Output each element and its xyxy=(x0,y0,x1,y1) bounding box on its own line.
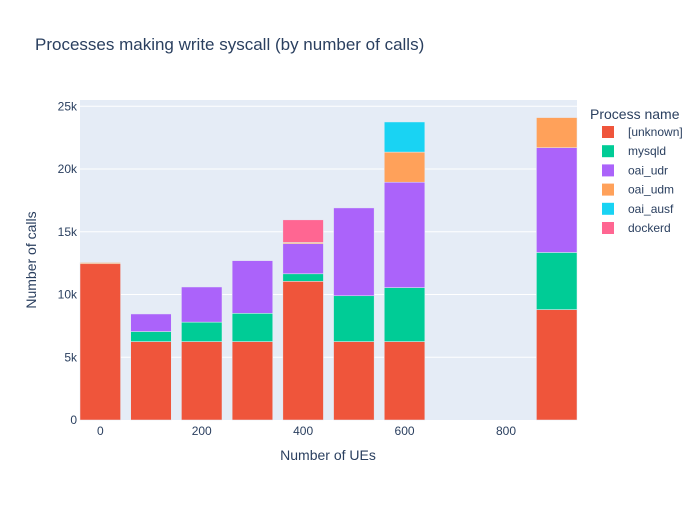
legend-label: dockerd xyxy=(628,221,671,235)
bar-oai-udm[interactable] xyxy=(384,151,426,183)
bar-oai-ausf[interactable] xyxy=(384,121,426,153)
legend-swatch xyxy=(602,164,614,177)
chart-title: Processes making write syscall (by numbe… xyxy=(35,35,424,54)
legend-items: [unknown] mysqld oai_udr oai_udm oai_ausfdoc… xyxy=(602,125,683,235)
legend-swatch xyxy=(602,126,614,138)
legend-item[interactable]: [unknown] xyxy=(602,125,683,139)
legend-item[interactable]: dockerd xyxy=(602,221,671,235)
legend-label: oai_ausf xyxy=(628,202,674,216)
bar-mysqld[interactable] xyxy=(536,252,578,310)
x-tick-label: 0 xyxy=(97,424,104,438)
y-tick-label: 10k xyxy=(58,288,78,302)
x-tick-label: 800 xyxy=(496,424,516,438)
bar-oai-udr[interactable] xyxy=(282,243,324,275)
y-tick-label: 20k xyxy=(58,162,78,176)
x-axis-ticks: 0 200 400 600 800 xyxy=(97,424,516,438)
bar-mysqld[interactable] xyxy=(384,287,426,342)
y-tick-label: 5k xyxy=(64,350,78,364)
legend: Process name [unknown] mysqld oai_udr oai_u… xyxy=(590,106,683,235)
bar-unknown[interactable] xyxy=(282,281,324,421)
legend-label: [unknown] xyxy=(628,125,683,139)
y-tick-label: 15k xyxy=(58,225,78,239)
bar-mysqld[interactable] xyxy=(282,273,324,282)
y-axis-label: Number of calls xyxy=(23,211,39,308)
bar-unknown[interactable] xyxy=(231,341,273,421)
legend-swatch xyxy=(602,202,614,215)
bars xyxy=(79,117,578,421)
y-tick-label: 0 xyxy=(70,413,77,427)
bar-unknown[interactable] xyxy=(79,263,121,421)
bar-unknown[interactable] xyxy=(181,341,223,421)
legend-item[interactable]: mysqld xyxy=(602,144,666,158)
legend-swatch xyxy=(602,145,614,158)
legend-swatch xyxy=(602,222,614,234)
legend-item[interactable]: oai_udm xyxy=(602,183,674,197)
y-tick-label: 25k xyxy=(58,99,78,113)
bar-unknown[interactable] xyxy=(333,341,375,421)
bar-unknown[interactable] xyxy=(130,341,172,421)
bar-unknown[interactable] xyxy=(536,309,578,421)
x-tick-label: 200 xyxy=(192,424,212,438)
bar-oai-udm[interactable] xyxy=(536,117,578,148)
x-axis-label: Number of UEs xyxy=(280,447,376,463)
bar-unknown[interactable] xyxy=(384,341,426,421)
bar-mysqld[interactable] xyxy=(231,313,273,342)
legend-label: oai_udm xyxy=(628,183,674,197)
bar-oai-udr[interactable] xyxy=(536,147,578,253)
bar-oai-udr[interactable] xyxy=(130,313,172,332)
bar-oai-udr[interactable] xyxy=(181,286,223,323)
bar-mysqld[interactable] xyxy=(181,321,223,342)
x-tick-label: 400 xyxy=(293,424,313,438)
legend-title: Process name xyxy=(590,106,680,122)
bar-oai-udm[interactable] xyxy=(79,262,121,265)
bar-oai-udr[interactable] xyxy=(333,207,375,297)
legend-swatch xyxy=(602,183,614,196)
bar-dockerd[interactable] xyxy=(282,219,324,243)
bar-oai-udr[interactable] xyxy=(384,181,426,288)
legend-label: oai_udr xyxy=(628,163,668,177)
y-axis-ticks: 0 5k 10k 15k 20k 25k xyxy=(58,99,78,427)
legend-item[interactable]: oai_ausf xyxy=(602,202,674,216)
bar-mysqld[interactable] xyxy=(333,295,375,342)
x-tick-label: 600 xyxy=(395,424,415,438)
bar-oai-udr[interactable] xyxy=(231,260,273,314)
legend-label: mysqld xyxy=(628,144,666,158)
legend-item[interactable]: oai_udr xyxy=(602,163,668,177)
bar-mysqld[interactable] xyxy=(130,331,172,342)
